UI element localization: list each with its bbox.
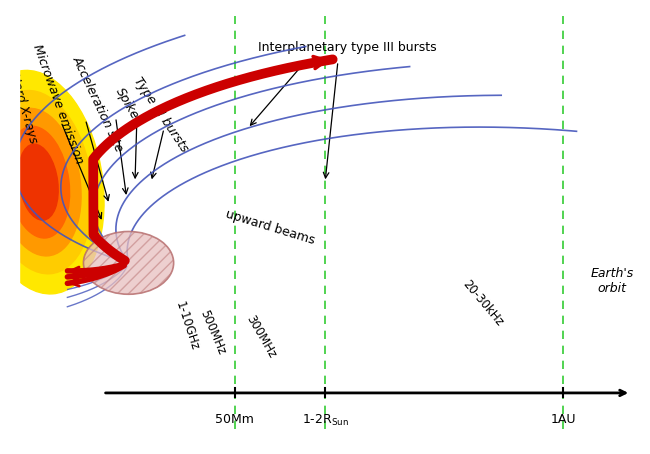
- Text: 20-30kHz: 20-30kHz: [460, 278, 506, 329]
- Text: Earth's
orbit: Earth's orbit: [590, 267, 633, 295]
- Text: Microwave emission: Microwave emission: [30, 42, 85, 165]
- Text: 500MHz: 500MHz: [197, 308, 227, 357]
- Ellipse shape: [0, 70, 104, 294]
- Text: 1-10GHz: 1-10GHz: [172, 300, 201, 352]
- Bar: [3, 3, 19, 451]
- Text: Type III bursts: Type III bursts: [131, 75, 190, 155]
- Ellipse shape: [0, 109, 81, 256]
- Text: Hard X-rays: Hard X-rays: [7, 71, 40, 145]
- Text: Acceleration site: Acceleration site: [70, 54, 126, 154]
- Text: 1AU: 1AU: [551, 413, 576, 426]
- Text: upward beams: upward beams: [224, 207, 317, 247]
- Text: 1-2R$_{\mathregular{Sun}}$: 1-2R$_{\mathregular{Sun}}$: [302, 413, 348, 428]
- Ellipse shape: [18, 144, 58, 220]
- Text: 300MHz: 300MHz: [243, 313, 278, 360]
- Circle shape: [83, 232, 174, 294]
- Ellipse shape: [7, 126, 70, 238]
- Text: Spikes: Spikes: [112, 85, 144, 127]
- Text: Interplanetary type III bursts: Interplanetary type III bursts: [258, 41, 437, 54]
- Ellipse shape: [0, 90, 92, 274]
- Text: 50Mm: 50Mm: [215, 413, 254, 426]
